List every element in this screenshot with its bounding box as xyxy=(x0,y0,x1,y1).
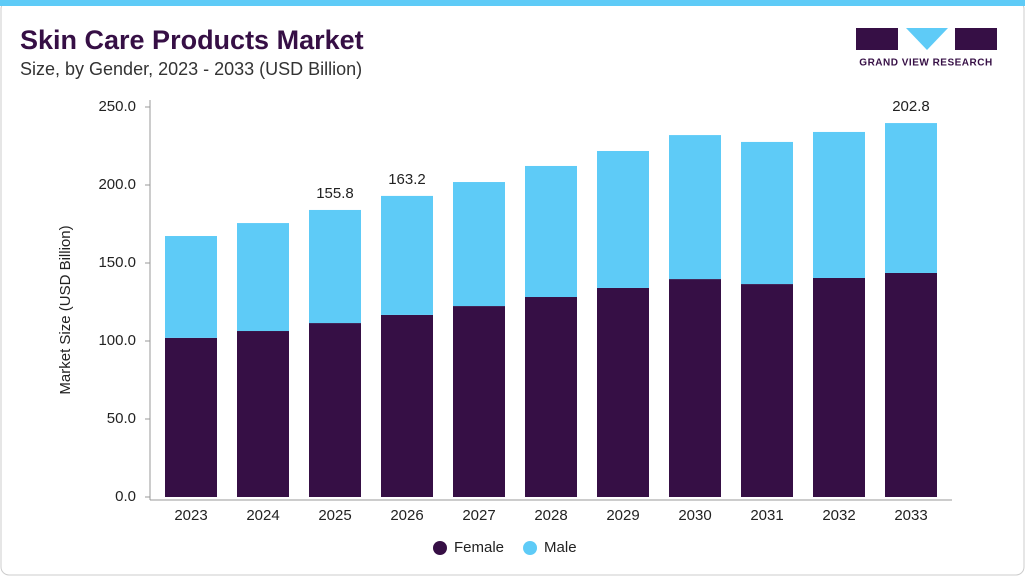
bar-segment xyxy=(453,182,505,307)
bar-segment xyxy=(381,195,433,315)
y-tick-label: 200.0 xyxy=(98,176,136,193)
x-tick-label: 2026 xyxy=(390,507,423,524)
logo-triangle xyxy=(906,28,948,50)
bar-segment xyxy=(165,337,217,497)
legend-swatch xyxy=(433,541,447,555)
legend-label: Male xyxy=(544,539,577,556)
bar-segment xyxy=(453,306,505,497)
x-tick-label: 2033 xyxy=(894,507,927,524)
bar-segment xyxy=(885,123,937,273)
x-tick-label: 2029 xyxy=(606,507,639,524)
bar-segment xyxy=(381,314,433,497)
bar-segment xyxy=(165,236,217,338)
annotation: 163.2 xyxy=(388,171,426,188)
y-tick-label: 0.0 xyxy=(115,488,136,505)
y-tick-label: 150.0 xyxy=(98,254,136,271)
y-axis-label: Market Size (USD Billion) xyxy=(57,225,74,394)
x-tick-label: 2030 xyxy=(678,507,711,524)
chart-title: Skin Care Products Market xyxy=(20,25,364,55)
x-tick-label: 2023 xyxy=(174,507,207,524)
chart-subtitle: Size, by Gender, 2023 - 2033 (USD Billio… xyxy=(20,59,362,79)
bar-segment xyxy=(597,287,649,497)
logo-block xyxy=(955,28,997,50)
bar-segment xyxy=(237,331,289,497)
x-tick-label: 2027 xyxy=(462,507,495,524)
y-tick-label: 50.0 xyxy=(107,410,136,427)
bar-segment xyxy=(597,150,649,288)
y-tick-label: 100.0 xyxy=(98,332,136,349)
bar-segment xyxy=(813,131,865,278)
logo-text: GRAND VIEW RESEARCH xyxy=(859,58,992,69)
bar-segment xyxy=(525,165,577,298)
x-tick-label: 2025 xyxy=(318,507,351,524)
logo: GRAND VIEW RESEARCH xyxy=(856,28,997,69)
legend-label: Female xyxy=(454,539,504,556)
bar-segment xyxy=(741,141,793,285)
bar-segment xyxy=(309,209,361,324)
bar-segment xyxy=(237,223,289,332)
bar-segment xyxy=(813,277,865,497)
y-tick-label: 250.0 xyxy=(98,98,136,115)
annotation: 202.8 xyxy=(892,98,930,115)
bar-segment xyxy=(669,135,721,280)
x-tick-label: 2032 xyxy=(822,507,855,524)
bar-segment xyxy=(741,284,793,497)
bar-segment xyxy=(525,297,577,497)
annotation: 155.8 xyxy=(316,185,354,202)
legend-swatch xyxy=(523,541,538,555)
x-tick-label: 2024 xyxy=(246,507,279,524)
bar-segment xyxy=(669,279,721,497)
bar-segment xyxy=(309,323,361,497)
top-strip xyxy=(0,0,1025,6)
x-tick-label: 2031 xyxy=(750,507,783,524)
x-tick-label: 2028 xyxy=(534,507,567,524)
bar-segment xyxy=(885,272,937,497)
logo-block xyxy=(856,28,898,50)
